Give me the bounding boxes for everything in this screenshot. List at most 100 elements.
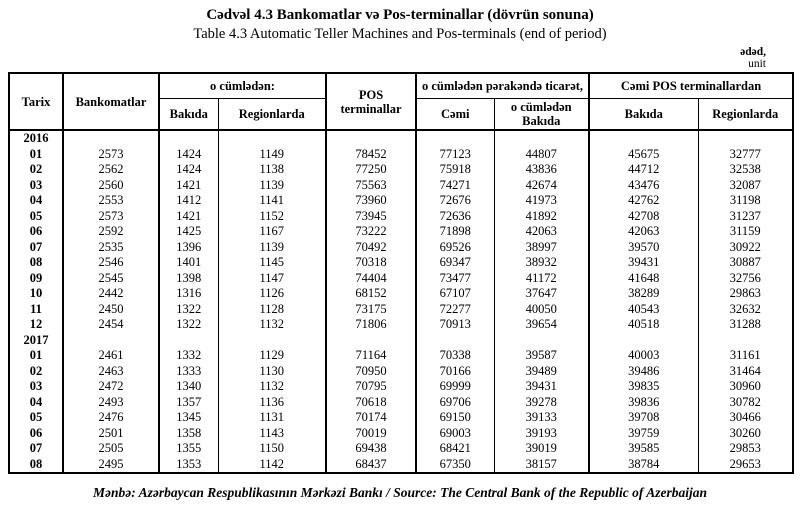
value-cell: 75918 xyxy=(415,162,494,178)
header-cemi: Cəmi xyxy=(415,98,494,131)
year-row: 2017 xyxy=(9,332,794,348)
table-row: 04 2553 1412 1141 73960 72676 41973 42762 31198 xyxy=(9,193,794,209)
value-cell: 68437 xyxy=(325,456,416,473)
month-label: 10 xyxy=(29,286,43,300)
value-cell: 42063 xyxy=(493,224,590,240)
value-cell: 31198 xyxy=(697,193,794,209)
value-cell: 69438 xyxy=(325,441,416,457)
value-cell: 2562 xyxy=(62,162,159,178)
value-cell: 31288 xyxy=(697,317,794,333)
value-cell: 69150 xyxy=(415,410,494,426)
value-cell: 37647 xyxy=(493,286,590,302)
value-cell: 2476 xyxy=(62,410,159,426)
value-cell: 1130 xyxy=(217,363,326,379)
table-row: 02 2463 1333 1130 70950 70166 39489 39486 31464 xyxy=(9,363,794,379)
value-cell: 1143 xyxy=(217,425,326,441)
empty-cell xyxy=(325,332,416,348)
value-cell: 2501 xyxy=(62,425,159,441)
value-cell: 1152 xyxy=(217,208,326,224)
month-label: 05 xyxy=(29,208,43,223)
header-bakida: Bakıda xyxy=(158,98,218,131)
value-cell: 70618 xyxy=(325,394,416,410)
month-label: 08 xyxy=(29,255,43,269)
value-cell: 1129 xyxy=(217,348,326,364)
month-label: 06 xyxy=(29,425,43,440)
value-cell: 2493 xyxy=(62,394,159,410)
table-row: 03 2472 1340 1132 70795 69999 39431 39835 30960 xyxy=(9,379,794,395)
value-cell: 1333 xyxy=(158,363,218,379)
empty-cell xyxy=(62,332,159,348)
value-cell: 42762 xyxy=(588,193,699,209)
value-cell: 2553 xyxy=(62,193,159,209)
value-cell: 42708 xyxy=(588,208,699,224)
table-row: 02 2562 1424 1138 77250 75918 43836 44712 32538 xyxy=(9,162,794,178)
month-label: 03 xyxy=(29,379,43,393)
month-label: 04 xyxy=(29,394,43,409)
header-pos-bakida: Bakıda xyxy=(588,98,699,131)
value-cell: 1149 xyxy=(217,146,326,162)
value-cell: 39708 xyxy=(588,410,699,426)
month-label: 07 xyxy=(29,239,43,254)
value-cell: 75563 xyxy=(325,177,416,193)
value-cell: 29853 xyxy=(697,441,794,457)
value-cell: 1412 xyxy=(158,193,218,209)
value-cell: 29653 xyxy=(697,456,794,473)
value-cell: 40543 xyxy=(588,301,699,317)
table-row: 01 2573 1424 1149 78452 77123 44807 45675 32777 xyxy=(9,146,794,162)
value-cell: 2505 xyxy=(62,441,159,457)
value-cell: 1139 xyxy=(217,177,326,193)
value-cell: 70019 xyxy=(325,425,416,441)
value-cell: 39431 xyxy=(588,255,699,271)
header-group-perakende-ticaret: o cümlədən pərakəndə ticarət, xyxy=(414,73,590,99)
value-cell: 2463 xyxy=(62,363,159,379)
value-cell: 1357 xyxy=(158,394,218,410)
value-cell: 1345 xyxy=(158,410,218,426)
empty-cell xyxy=(217,129,326,147)
value-cell: 74271 xyxy=(415,177,494,193)
value-cell: 73960 xyxy=(325,193,416,209)
empty-cell xyxy=(493,129,590,147)
value-cell: 1421 xyxy=(158,208,218,224)
value-cell: 32632 xyxy=(697,301,794,317)
empty-cell xyxy=(697,129,794,147)
empty-cell xyxy=(62,129,159,147)
month-label: 02 xyxy=(29,162,43,176)
unit-label-en: unit xyxy=(748,57,766,70)
value-cell: 1138 xyxy=(217,162,326,178)
table-body: 2016 01 2573 1424 1149 78452 77123 44807 45675 32… xyxy=(9,129,794,473)
value-cell: 1128 xyxy=(217,301,326,317)
value-cell: 38157 xyxy=(493,456,590,473)
value-cell: 1150 xyxy=(217,441,326,457)
value-cell: 1141 xyxy=(217,193,326,209)
value-cell: 31161 xyxy=(697,348,794,364)
table-row: 08 2546 1401 1145 70318 69347 38932 39431 30887 xyxy=(9,255,794,271)
value-cell: 73175 xyxy=(325,301,416,317)
value-cell: 1358 xyxy=(158,425,218,441)
header-group-cemi-pos: Cəmi POS terminallardan xyxy=(588,73,794,99)
header-pos-terminallar: POS terminallar xyxy=(325,73,416,131)
value-cell: 38289 xyxy=(588,286,699,302)
value-cell: 1316 xyxy=(158,286,218,302)
value-cell: 1353 xyxy=(158,456,218,473)
value-cell: 71164 xyxy=(325,348,416,364)
value-cell: 2546 xyxy=(62,255,159,271)
value-cell: 78452 xyxy=(325,146,416,162)
value-cell: 39431 xyxy=(493,379,590,395)
value-cell: 70174 xyxy=(325,410,416,426)
value-cell: 69526 xyxy=(415,239,494,255)
value-cell: 41172 xyxy=(493,270,590,286)
month-label: 03 xyxy=(29,177,43,192)
value-cell: 30260 xyxy=(697,425,794,441)
value-cell: 45675 xyxy=(588,146,699,162)
table-row: 06 2592 1425 1167 73222 71898 42063 42063 31159 xyxy=(9,224,794,240)
value-cell: 2442 xyxy=(62,286,159,302)
header-tarix: Tarix xyxy=(9,73,63,131)
value-cell: 1132 xyxy=(217,379,326,395)
month-label: 11 xyxy=(30,301,42,316)
value-cell: 2472 xyxy=(62,379,159,395)
value-cell: 41973 xyxy=(493,193,590,209)
empty-cell xyxy=(493,332,590,348)
value-cell: 1147 xyxy=(217,270,326,286)
year-row: 2016 xyxy=(9,129,794,147)
table-row: 05 2476 1345 1131 70174 69150 39133 39708 30466 xyxy=(9,410,794,426)
